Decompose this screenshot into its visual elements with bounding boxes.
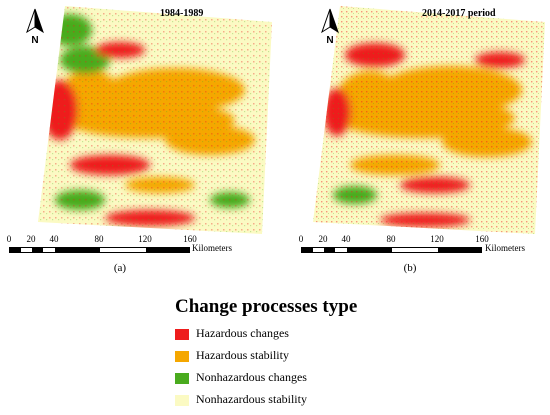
legend-item-hazardous-stability: Hazardous stability <box>175 348 435 370</box>
scale-unit-label: Kilometers <box>485 243 525 253</box>
scale-tick-label: 40 <box>49 234 59 244</box>
map-panel-b: N 2014-2017 period 0 20 40 80 120 160 Ki… <box>275 0 550 282</box>
scale-tick-label: 160 <box>475 234 489 244</box>
north-arrow-icon: N <box>22 8 48 46</box>
legend-label: Nonhazardous changes <box>196 370 307 384</box>
panel-caption-a: (a) <box>113 262 127 274</box>
legend-title: Change processes type <box>175 296 358 317</box>
scale-tick-label: 80 <box>386 234 396 244</box>
classified-map-a <box>38 6 272 234</box>
legend-swatch <box>175 351 189 362</box>
legend-swatch <box>175 329 189 340</box>
map-panel-a: N 1984-1989 0 20 40 80 120 160 Kilometer… <box>0 0 275 282</box>
scale-tick-label: 20 <box>26 234 36 244</box>
scale-bar-graphic <box>9 247 190 253</box>
panel-caption-b: (b) <box>403 262 417 274</box>
map-title-b: 2014-2017 period <box>422 8 496 19</box>
legend-label: Nonhazardous stability <box>196 392 307 406</box>
scale-unit-label: Kilometers <box>192 243 232 253</box>
scale-tick-label: 40 <box>341 234 351 244</box>
scale-tick-label: 0 <box>298 234 304 244</box>
legend-item-nonhazardous-stability: Nonhazardous stability <box>175 392 435 414</box>
legend-item-nonhazardous-changes: Nonhazardous changes <box>175 370 435 392</box>
north-label: N <box>31 35 39 46</box>
scale-bar-a: 0 20 40 80 120 160 Kilometers <box>0 234 275 264</box>
map-title-a: 1984-1989 <box>160 8 204 19</box>
legend: Change processes type Hazardous changes … <box>175 296 435 414</box>
legend-swatch <box>175 373 189 384</box>
north-arrow-icon: N <box>317 8 343 46</box>
scale-tick-label: 160 <box>183 234 197 244</box>
classified-map-b <box>313 6 545 234</box>
legend-item-hazardous-changes: Hazardous changes <box>175 326 435 348</box>
legend-label: Hazardous changes <box>196 326 289 340</box>
legend-swatch <box>175 395 189 406</box>
scale-tick-label: 0 <box>6 234 12 244</box>
legend-label: Hazardous stability <box>196 348 289 362</box>
scale-tick-label: 80 <box>94 234 104 244</box>
scale-bar-graphic <box>301 247 482 253</box>
north-label: N <box>326 35 334 46</box>
scale-tick-label: 120 <box>430 234 444 244</box>
scale-bar-b: 0 20 40 80 120 160 Kilometers <box>275 234 550 264</box>
scale-tick-label: 20 <box>318 234 328 244</box>
scale-tick-label: 120 <box>138 234 152 244</box>
